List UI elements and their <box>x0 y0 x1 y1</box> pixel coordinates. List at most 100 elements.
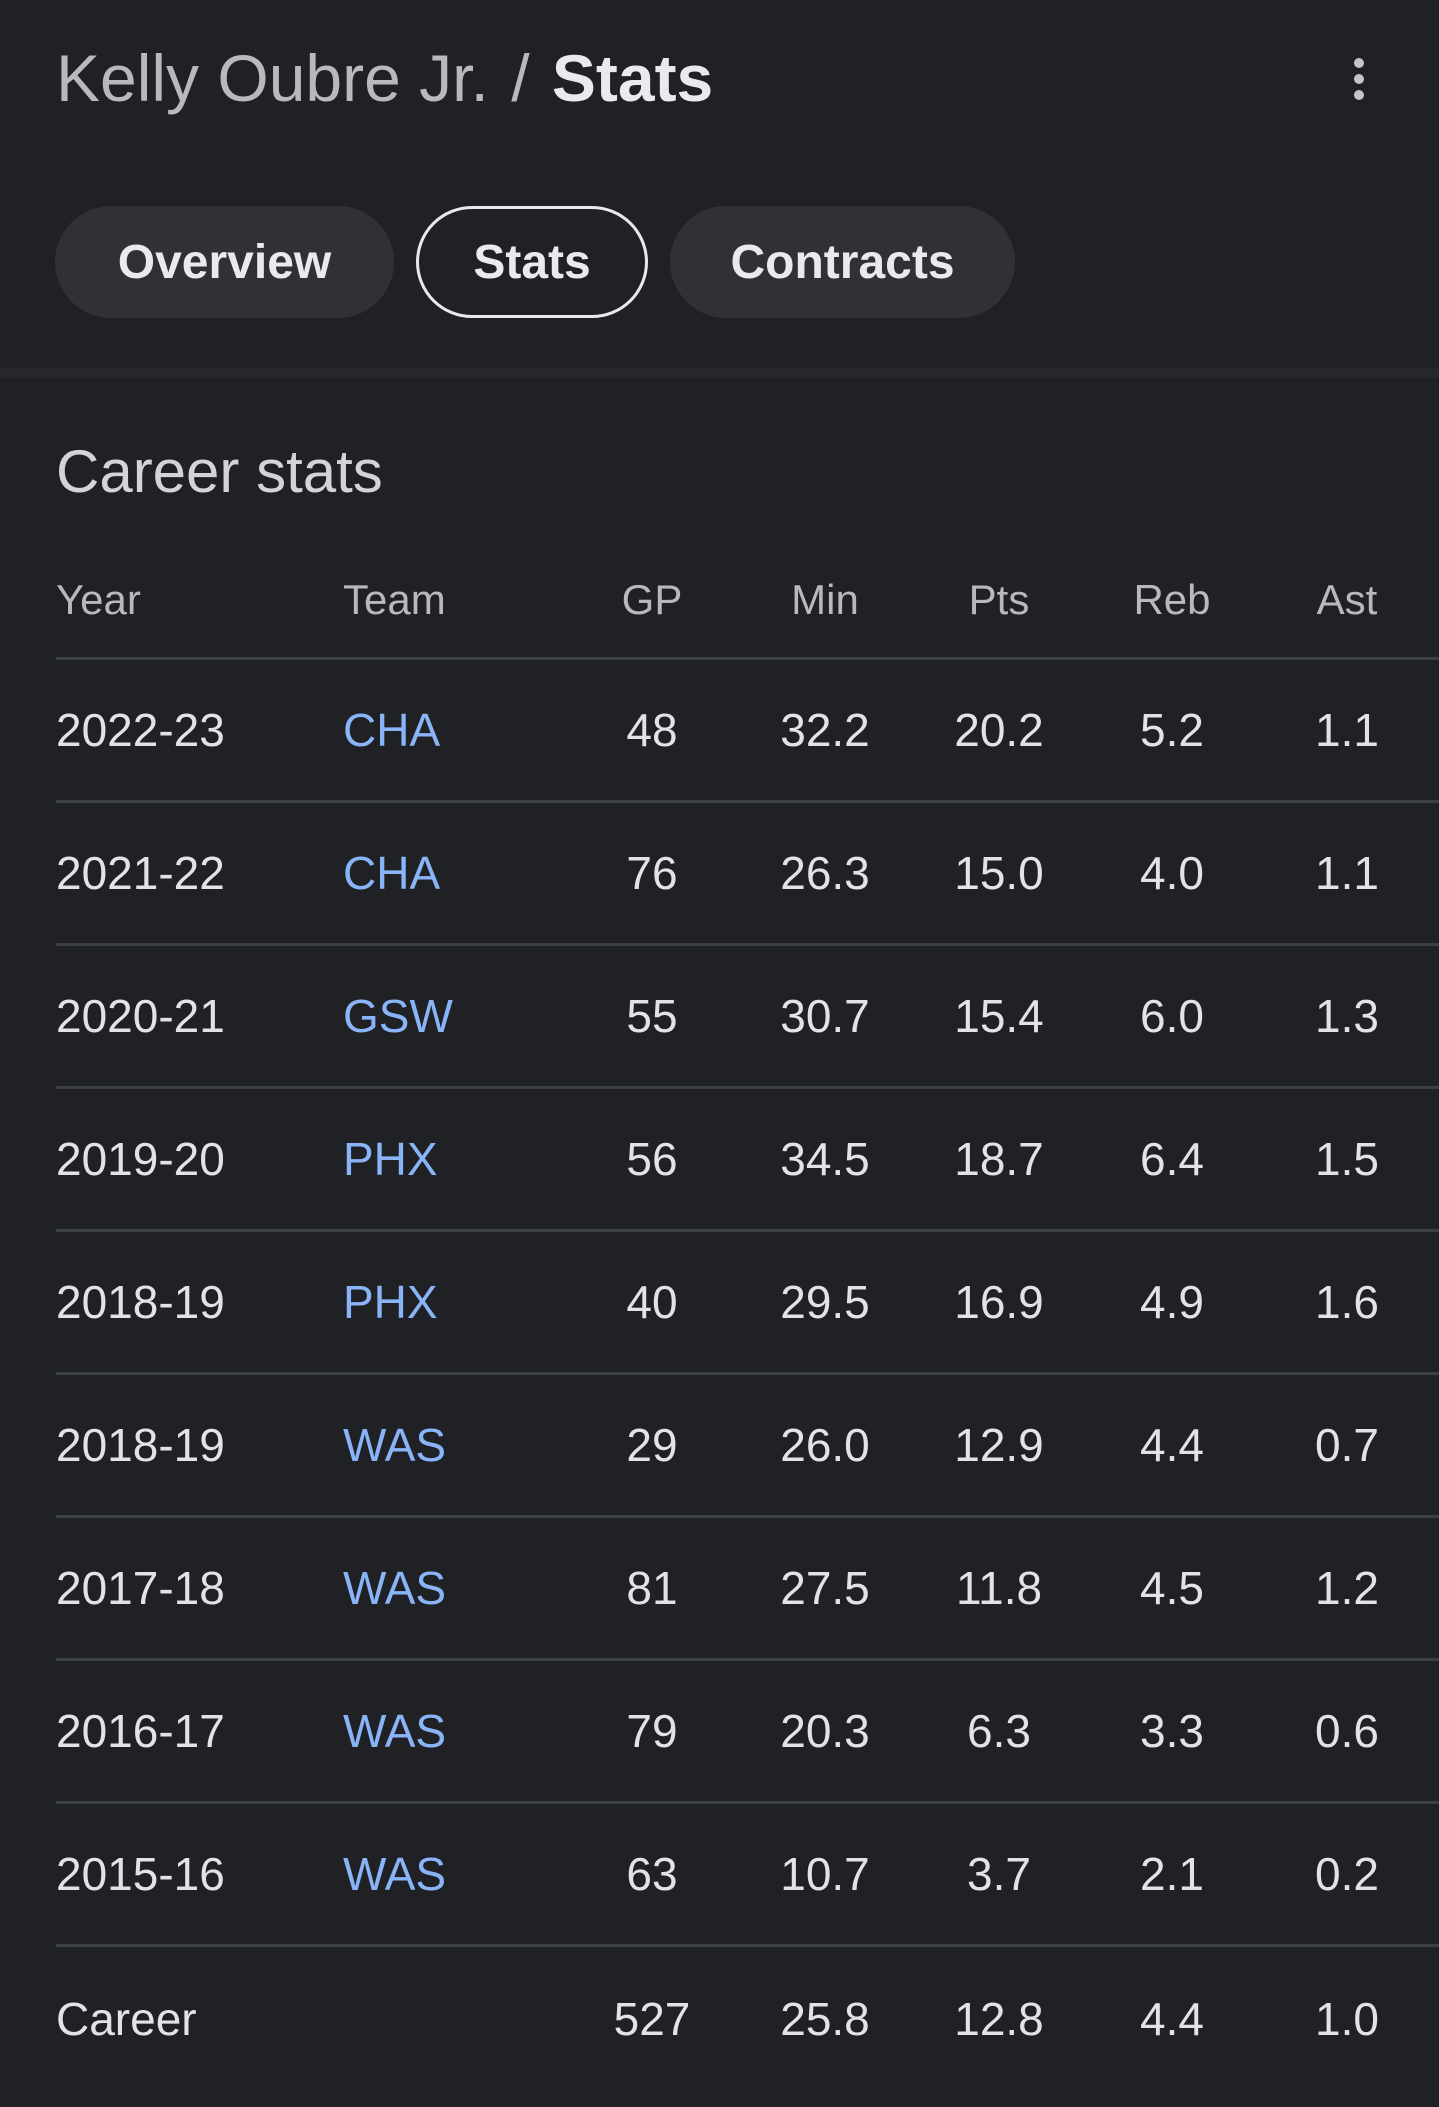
cell-ast: 0.6 <box>1315 1705 1379 1757</box>
cell-gp: 48 <box>626 704 678 756</box>
career-pts: 12.8 <box>954 1992 1044 2045</box>
more-vert-icon-dot <box>1354 74 1364 84</box>
cell-ast: 1.5 <box>1315 1133 1379 1185</box>
cell-min: 20.3 <box>780 1705 870 1757</box>
cell-pts: 18.7 <box>954 1133 1044 1185</box>
cell-reb: 6.0 <box>1140 990 1204 1042</box>
cell-reb: 4.4 <box>1140 1419 1204 1471</box>
cell-reb: 2.1 <box>1140 1848 1204 1900</box>
cell-ast: 0.7 <box>1315 1419 1379 1471</box>
cell-gp: 79 <box>626 1705 678 1757</box>
cell-gp: 55 <box>626 990 678 1042</box>
breadcrumb-current-page: Stats <box>551 41 714 115</box>
breadcrumb-separator: / <box>511 41 530 115</box>
team-link[interactable]: WAS <box>343 1419 447 1471</box>
team-link[interactable]: CHA <box>343 847 441 899</box>
cell-year: 2017-18 <box>56 1562 225 1614</box>
cell-pts: 15.0 <box>954 847 1044 899</box>
team-link[interactable]: PHX <box>343 1133 438 1185</box>
career-gp: 527 <box>613 1992 691 2045</box>
table-row: 2016-17 WAS 79 20.3 6.3 3.3 0.6 <box>56 1661 1439 1804</box>
cell-min: 29.5 <box>780 1276 870 1328</box>
cell-ast: 1.6 <box>1315 1276 1379 1328</box>
cell-year: 2020-21 <box>56 990 225 1042</box>
career-min: 25.8 <box>780 1992 870 2045</box>
cell-min: 26.3 <box>780 847 870 899</box>
cell-year: 2015-16 <box>56 1848 225 1900</box>
cell-ast: 1.1 <box>1315 704 1379 756</box>
team-link[interactable]: PHX <box>343 1276 438 1328</box>
team-link[interactable]: WAS <box>343 1705 447 1757</box>
cell-ast: 0.2 <box>1315 1848 1379 1900</box>
table-row: 2015-16 WAS 63 10.7 3.7 2.1 0.2 <box>56 1804 1439 1947</box>
section-title: Career stats <box>56 438 383 505</box>
column-header-gp: GP <box>621 576 683 623</box>
cell-year: 2016-17 <box>56 1705 225 1757</box>
cell-pts: 12.9 <box>954 1419 1044 1471</box>
column-header-pts: Pts <box>968 576 1030 623</box>
team-link[interactable]: WAS <box>343 1848 447 1900</box>
table-row: 2018-19 PHX 40 29.5 16.9 4.9 1.6 <box>56 1232 1439 1375</box>
cell-ast: 1.2 <box>1315 1562 1379 1614</box>
more-vert-icon-dot <box>1354 90 1364 100</box>
team-link[interactable]: WAS <box>343 1562 447 1614</box>
cell-year: 2021-22 <box>56 847 225 899</box>
cell-pts: 20.2 <box>954 704 1044 756</box>
cell-pts: 15.4 <box>954 990 1044 1042</box>
table-header-row: Year Team GP Min Pts Reb Ast <box>56 560 1439 660</box>
cell-gp: 81 <box>626 1562 678 1614</box>
cell-gp: 40 <box>626 1276 678 1328</box>
table-row: 2019-20 PHX 56 34.5 18.7 6.4 1.5 <box>56 1089 1439 1232</box>
career-ast: 1.0 <box>1315 1992 1379 2045</box>
tab-stats[interactable]: Stats <box>416 206 648 318</box>
cell-year: 2022-23 <box>56 704 225 756</box>
team-link[interactable]: GSW <box>343 990 453 1042</box>
tab-overview[interactable]: Overview <box>55 206 394 318</box>
tab-bar: Overview Stats Contracts <box>55 206 1015 318</box>
table-row: 2021-22 CHA 76 26.3 15.0 4.0 1.1 <box>56 803 1439 946</box>
table-row: 2017-18 WAS 81 27.5 11.8 4.5 1.2 <box>56 1518 1439 1661</box>
breadcrumb-player-name[interactable]: Kelly Oubre Jr. <box>56 41 489 115</box>
cell-year: 2018-19 <box>56 1276 225 1328</box>
cell-pts: 6.3 <box>967 1705 1031 1757</box>
cell-pts: 3.7 <box>967 1848 1031 1900</box>
cell-ast: 1.1 <box>1315 847 1379 899</box>
column-header-ast: Ast <box>1316 576 1378 623</box>
column-header-reb: Reb <box>1133 576 1211 623</box>
table-row: 2018-19 WAS 29 26.0 12.9 4.4 0.7 <box>56 1375 1439 1518</box>
cell-min: 26.0 <box>780 1419 870 1471</box>
cell-min: 30.7 <box>780 990 870 1042</box>
cell-min: 10.7 <box>780 1848 870 1900</box>
table-row: 2020-21 GSW 55 30.7 15.4 6.0 1.3 <box>56 946 1439 1089</box>
career-reb: 4.4 <box>1140 1992 1204 2045</box>
table-row: 2022-23 CHA 48 32.2 20.2 5.2 1.1 <box>56 660 1439 803</box>
cell-reb: 6.4 <box>1140 1133 1204 1185</box>
more-options-button[interactable] <box>1332 52 1386 106</box>
cell-pts: 16.9 <box>954 1276 1044 1328</box>
cell-gp: 76 <box>626 847 678 899</box>
cell-year: 2019-20 <box>56 1133 225 1185</box>
career-totals-row: Career 527 25.8 12.8 4.4 1.0 <box>56 1947 1439 2090</box>
cell-min: 34.5 <box>780 1133 870 1185</box>
cell-reb: 3.3 <box>1140 1705 1204 1757</box>
more-vert-icon <box>1354 58 1364 68</box>
column-header-min: Min <box>791 576 859 623</box>
breadcrumb: Kelly Oubre Jr. / Stats <box>56 38 713 118</box>
header: Kelly Oubre Jr. / Stats Overview Stats C… <box>0 0 1439 370</box>
table-body: 2022-23 CHA 48 32.2 20.2 5.2 1.1 2021-22 CHA 76 26… <box>56 660 1439 1947</box>
career-label: Career <box>56 1992 197 2045</box>
cell-min: 27.5 <box>780 1562 870 1614</box>
column-header-team: Team <box>343 576 446 623</box>
cell-reb: 5.2 <box>1140 704 1204 756</box>
cell-min: 32.2 <box>780 704 870 756</box>
cell-reb: 4.0 <box>1140 847 1204 899</box>
cell-reb: 4.5 <box>1140 1562 1204 1614</box>
cell-pts: 11.8 <box>955 1562 1043 1614</box>
career-stats-table: Year Team GP Min Pts Reb Ast 2022-23 CHA 4… <box>56 560 1439 2090</box>
cell-gp: 29 <box>626 1419 678 1471</box>
tab-contracts[interactable]: Contracts <box>670 206 1015 318</box>
cell-reb: 4.9 <box>1140 1276 1204 1328</box>
team-link[interactable]: CHA <box>343 704 441 756</box>
cell-year: 2018-19 <box>56 1419 225 1471</box>
section-divider <box>0 368 1439 378</box>
